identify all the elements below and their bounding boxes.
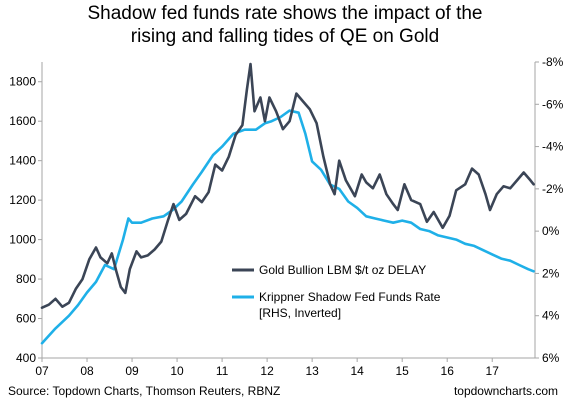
- chart-title-line-1: Shadow fed funds rate shows the impact o…: [87, 3, 483, 24]
- x-tick-label: 08: [80, 364, 94, 378]
- legend-label-shadow-rate-note: [RHS, Inverted]: [259, 306, 341, 320]
- x-tick-label: 12: [260, 364, 274, 378]
- x-tick-label: 11: [216, 364, 229, 378]
- x-tick-label: 10: [170, 364, 184, 378]
- right-tick-label: -4%: [542, 140, 564, 154]
- shadow-rate-series-line: [40, 109, 535, 345]
- left-tick-label: 1000: [9, 233, 36, 247]
- right-tick-label: 2%: [542, 266, 560, 280]
- left-tick-label: 400: [16, 351, 36, 365]
- right-tick-label: -8%: [542, 55, 564, 69]
- right-tick-label: -2%: [542, 182, 564, 196]
- x-tick-label: 15: [396, 364, 410, 378]
- legend-label-shadow-rate: Krippner Shadow Fed Funds Rate: [259, 290, 441, 304]
- x-tick-label: 09: [125, 364, 139, 378]
- left-tick-label: 1600: [9, 114, 36, 128]
- left-axis-ticks: 1800 1600 1400 1200 1000 800 600 400: [9, 75, 42, 365]
- x-axis-ticks: 07 08 09 10 11 12 13 14 15 16 17: [35, 358, 499, 378]
- legend-label-gold: Gold Bullion LBM $/t oz DELAY: [259, 263, 426, 277]
- x-tick-label: 13: [305, 364, 319, 378]
- right-tick-label: -6%: [542, 97, 564, 111]
- x-tick-label: 14: [350, 364, 364, 378]
- x-tick-label: 07: [35, 364, 49, 378]
- x-tick-label: 16: [441, 364, 455, 378]
- chart-title: Shadow fed funds rate shows the impact o…: [0, 2, 570, 48]
- left-tick-label: 800: [16, 272, 36, 286]
- left-tick-label: 1800: [9, 75, 36, 89]
- brand-label: topdowncharts.com: [453, 384, 558, 398]
- chart-title-line-2: rising and falling tides of QE on Gold: [130, 26, 440, 47]
- legend: Gold Bullion LBM $/t oz DELAY Krippner Sh…: [232, 263, 441, 320]
- right-axis-ticks: -8% -6% -4% -2% 0% 2% 4% 6%: [535, 55, 564, 365]
- left-tick-label: 1200: [9, 193, 36, 207]
- gold-series-line: [40, 62, 535, 309]
- right-tick-label: 4%: [542, 309, 560, 323]
- left-tick-label: 1400: [9, 154, 36, 168]
- series-layer: [40, 62, 535, 345]
- source-note: Source: Topdown Charts, Thomson Reuters,…: [8, 384, 281, 398]
- right-tick-label: 6%: [542, 351, 560, 365]
- right-tick-label: 0%: [542, 224, 560, 238]
- x-tick-label: 17: [486, 364, 500, 378]
- left-tick-label: 600: [16, 312, 36, 326]
